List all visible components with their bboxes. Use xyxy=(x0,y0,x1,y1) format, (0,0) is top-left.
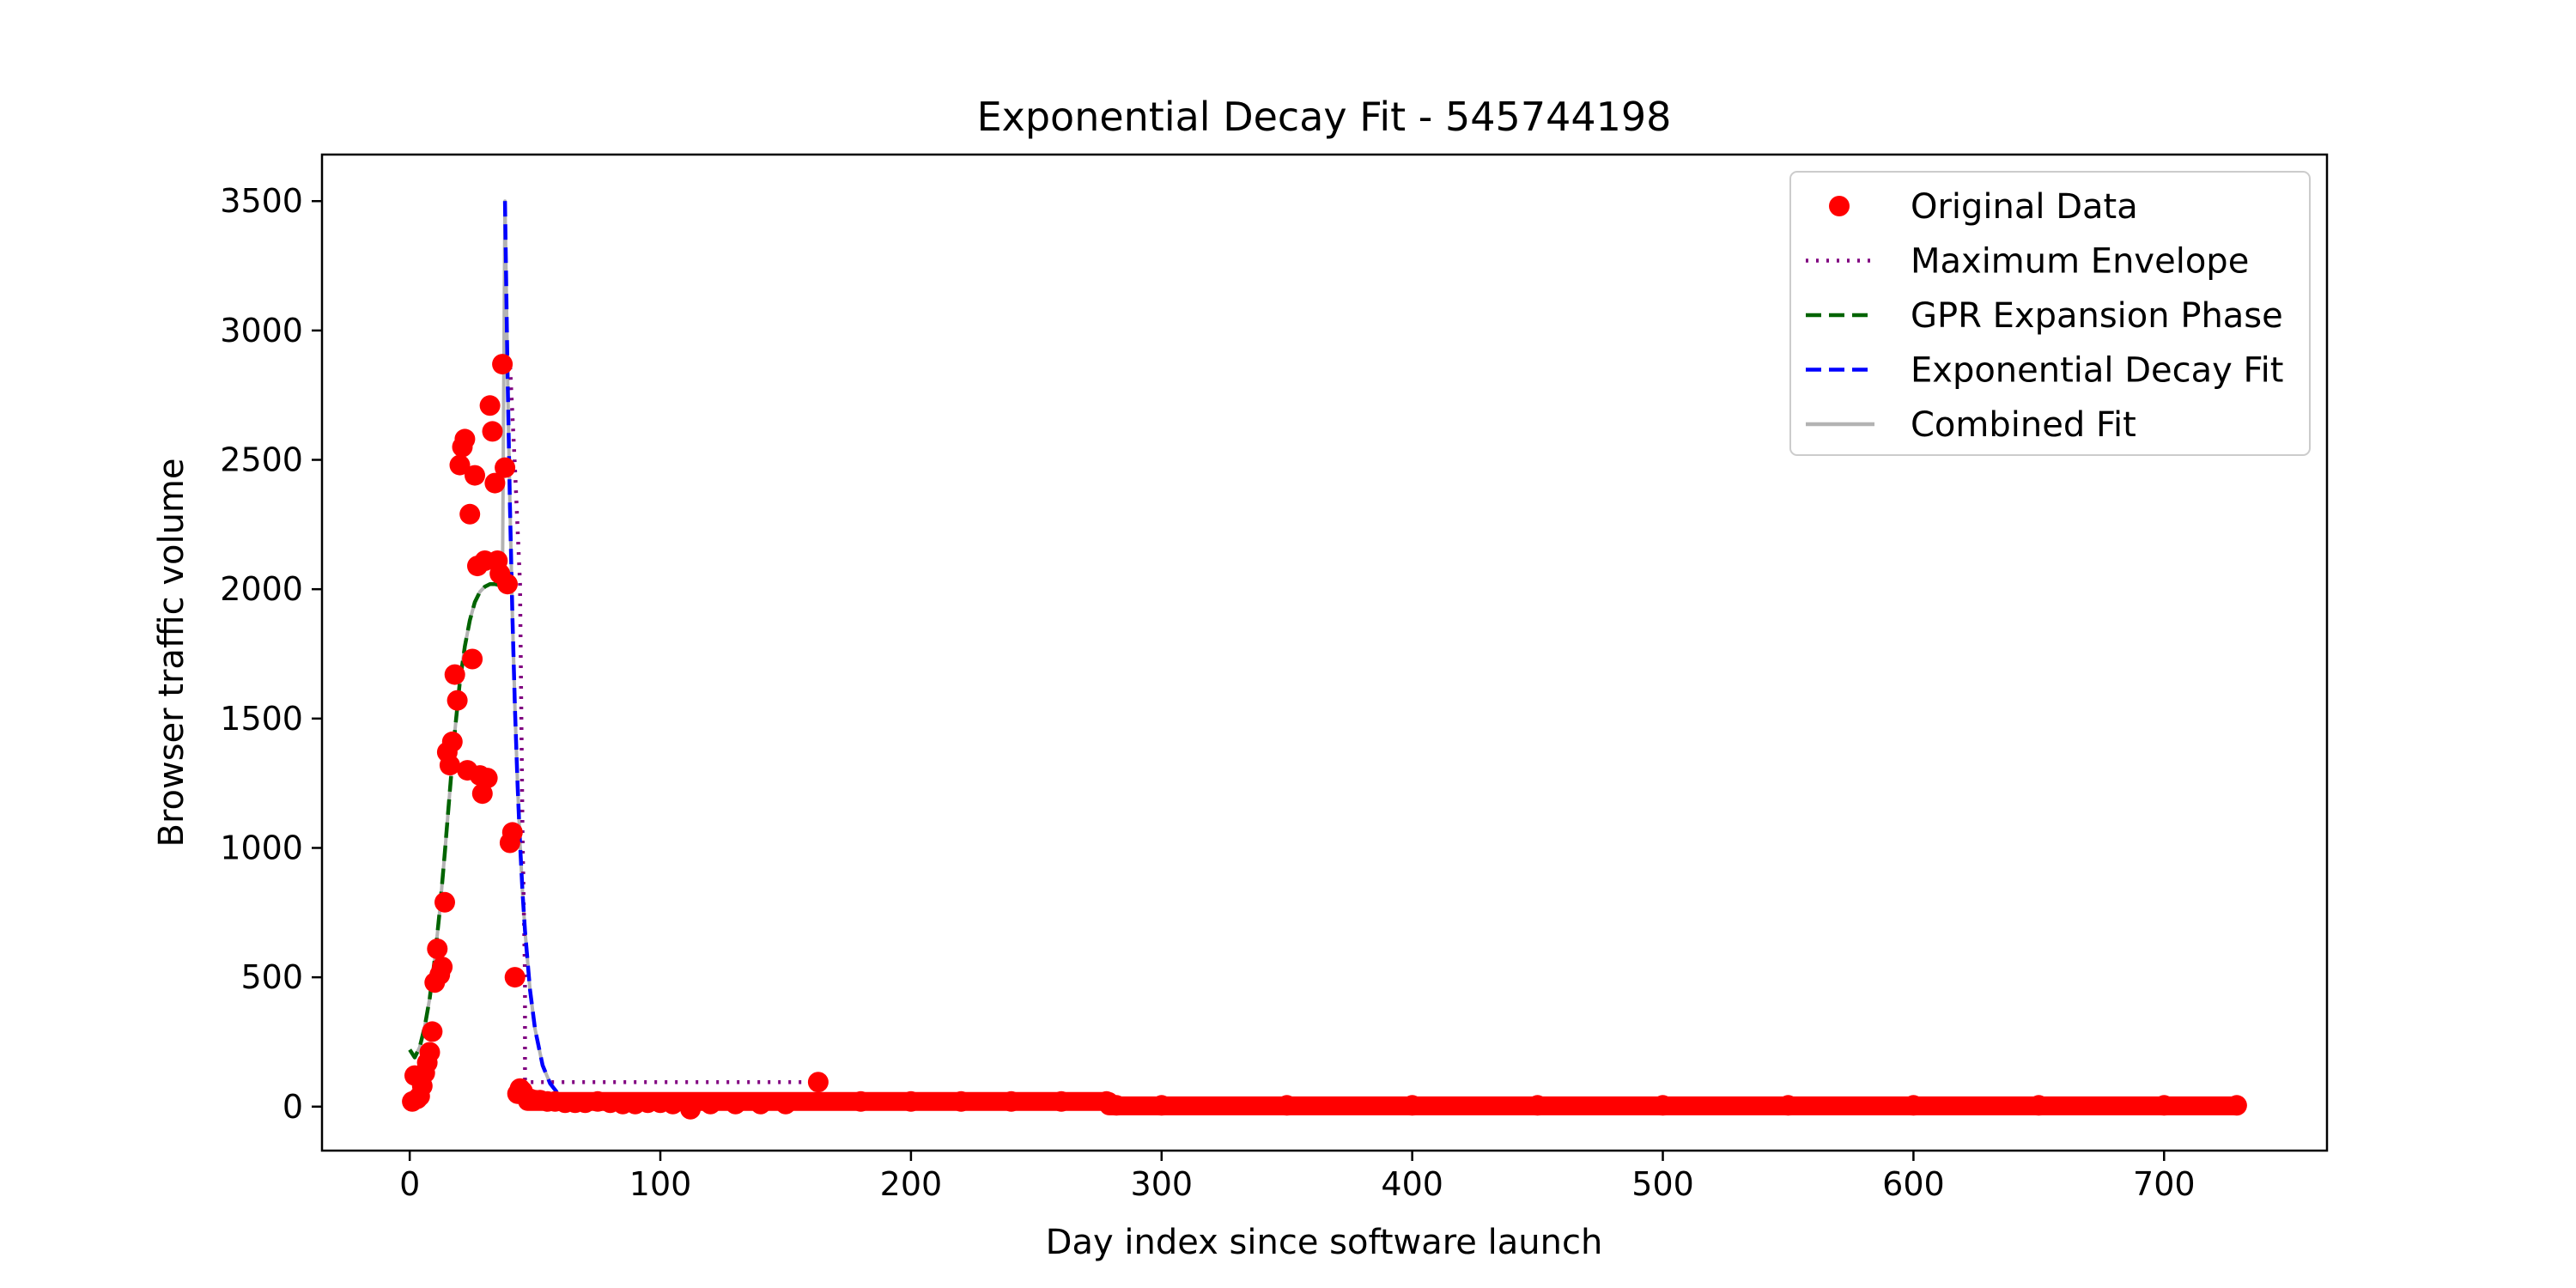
data-point xyxy=(420,1042,440,1063)
data-point xyxy=(477,768,498,788)
x-tick-label: 500 xyxy=(1631,1165,1694,1203)
y-tick-label: 3500 xyxy=(220,182,303,220)
data-point xyxy=(775,1094,796,1115)
data-point xyxy=(480,395,501,416)
y-tick-label: 3000 xyxy=(220,312,303,349)
data-point xyxy=(1778,1095,1799,1115)
data-point xyxy=(2154,1095,2174,1115)
y-axis-label: Browser traffic volume xyxy=(152,458,191,847)
x-tick-label: 400 xyxy=(1381,1165,1443,1203)
data-point xyxy=(1653,1095,1674,1115)
data-point xyxy=(427,939,447,959)
data-point xyxy=(462,649,483,670)
data-point xyxy=(465,465,485,486)
data-point xyxy=(502,822,523,842)
data-point xyxy=(2028,1095,2049,1115)
data-point xyxy=(1051,1091,1072,1112)
legend-label: Combined Fit xyxy=(1911,405,2136,445)
legend-label: Exponential Decay Fit xyxy=(1911,351,2283,391)
x-tick-label: 0 xyxy=(399,1165,420,1203)
data-point xyxy=(483,421,503,441)
data-point xyxy=(447,690,468,711)
chart-title: Exponential Decay Fit - 545744198 xyxy=(977,94,1672,140)
data-point xyxy=(1402,1095,1423,1115)
data-point xyxy=(851,1091,872,1112)
data-point xyxy=(459,504,480,525)
data-point xyxy=(434,892,455,913)
data-point xyxy=(951,1091,971,1112)
y-tick-label: 0 xyxy=(283,1088,303,1126)
data-point xyxy=(442,732,463,752)
data-point xyxy=(445,665,465,685)
data-point xyxy=(2227,1095,2247,1115)
y-tick-label: 2000 xyxy=(220,570,303,608)
legend-label: Original Data xyxy=(1911,187,2138,227)
data-point xyxy=(680,1099,701,1120)
data-point xyxy=(497,574,518,594)
x-tick-label: 100 xyxy=(629,1165,692,1203)
data-point xyxy=(700,1094,720,1115)
data-point xyxy=(901,1091,921,1112)
legend-marker xyxy=(1829,196,1850,216)
y-tick-label: 500 xyxy=(240,958,303,996)
data-point xyxy=(440,755,460,775)
y-tick-label: 1500 xyxy=(220,700,303,738)
data-point xyxy=(1903,1095,1923,1115)
legend-label: Maximum Envelope xyxy=(1911,242,2249,282)
x-axis-label: Day index since software launch xyxy=(1046,1223,1603,1262)
x-tick-label: 200 xyxy=(880,1165,943,1203)
legend-label: GPR Expansion Phase xyxy=(1911,296,2283,336)
data-point xyxy=(505,967,526,987)
data-point xyxy=(726,1094,746,1115)
data-point xyxy=(495,458,515,478)
data-point xyxy=(663,1094,683,1115)
data-point xyxy=(808,1072,829,1092)
data-point xyxy=(432,957,453,977)
data-point xyxy=(1528,1095,1548,1115)
data-point xyxy=(1277,1095,1297,1115)
legend: Original Data Maximum Envelope GPR Expansi… xyxy=(1790,172,2310,455)
y-tick-label: 2500 xyxy=(220,441,303,479)
x-tick-label: 300 xyxy=(1131,1165,1194,1203)
x-tick-label: 700 xyxy=(2133,1165,2196,1203)
data-point xyxy=(1151,1095,1172,1115)
data-point xyxy=(1106,1095,1127,1115)
data-point xyxy=(1001,1091,1022,1112)
data-point xyxy=(750,1094,771,1115)
data-point xyxy=(492,354,513,374)
data-point xyxy=(422,1021,442,1042)
data-point xyxy=(454,428,475,449)
y-tick-label: 1000 xyxy=(220,829,303,866)
x-tick-label: 600 xyxy=(1882,1165,1945,1203)
